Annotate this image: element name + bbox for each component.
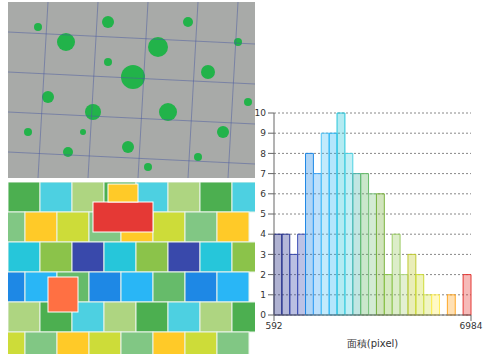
svg-text:6: 6: [260, 189, 266, 199]
svg-text:9: 9: [260, 128, 266, 138]
svg-text:2: 2: [260, 270, 266, 280]
svg-text:3: 3: [260, 250, 266, 260]
svg-text:0: 0: [260, 310, 266, 320]
svg-text:5: 5: [260, 209, 266, 219]
svg-text:面積(pixel): 面積(pixel): [347, 338, 399, 349]
svg-text:10: 10: [255, 108, 267, 118]
svg-text:7: 7: [260, 169, 266, 179]
svg-text:6984: 6984: [460, 321, 483, 331]
svg-text:8: 8: [260, 149, 266, 159]
svg-text:1: 1: [260, 290, 266, 300]
svg-text:4: 4: [260, 229, 266, 239]
svg-text:592: 592: [265, 321, 282, 331]
